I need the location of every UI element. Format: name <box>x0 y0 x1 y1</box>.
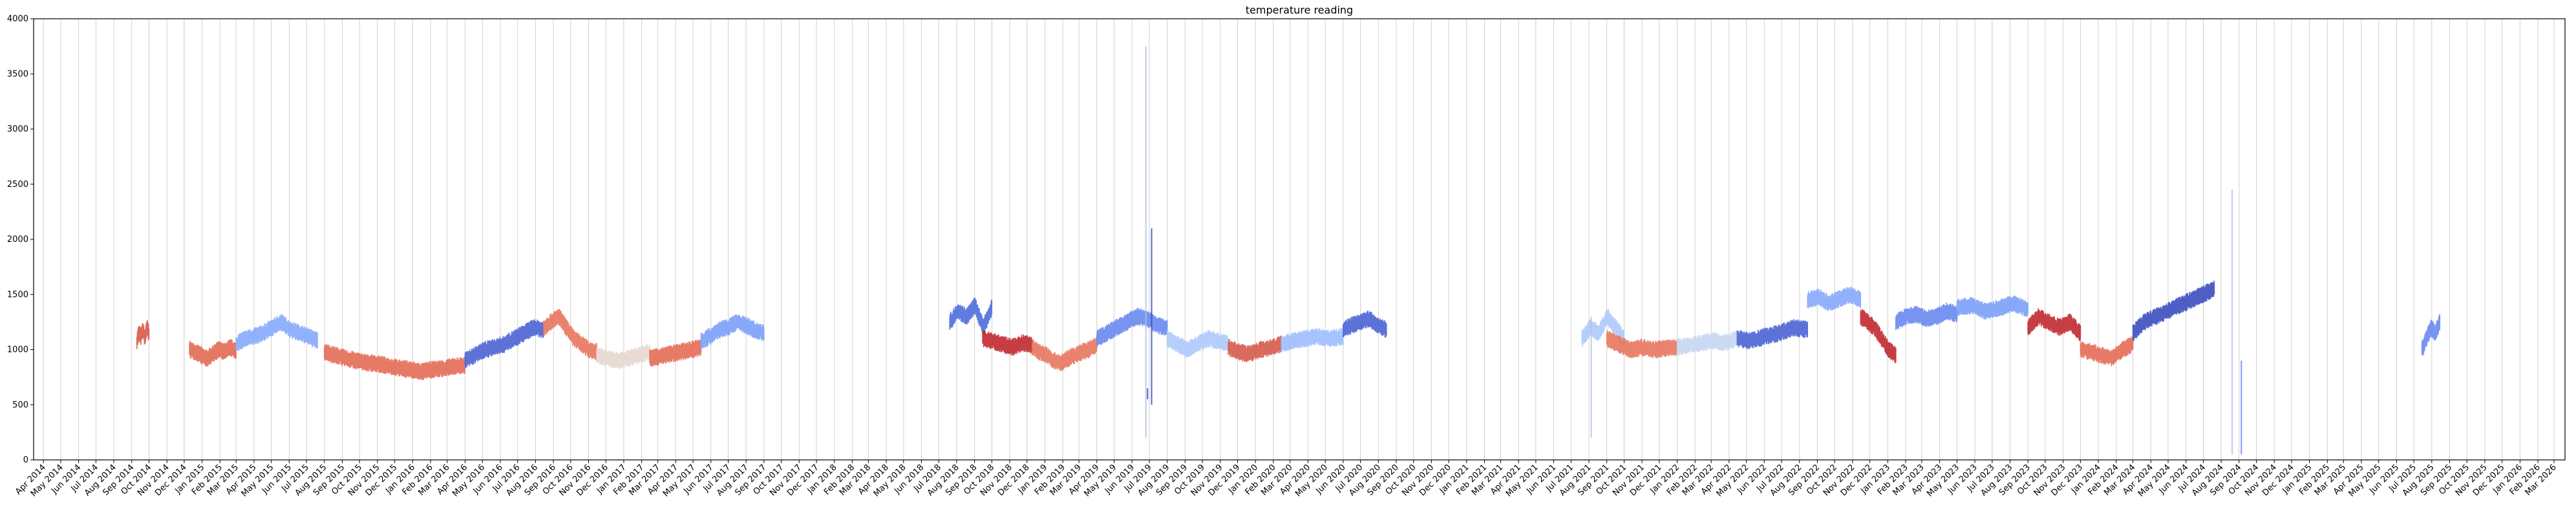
data-band <box>324 343 466 380</box>
data-band <box>1736 319 1808 349</box>
data-segment <box>1895 302 1958 331</box>
data-segment <box>2080 336 2134 367</box>
data-segment <box>189 339 237 367</box>
data-marks <box>136 280 2441 380</box>
plot-frame <box>33 18 2566 461</box>
data-segment <box>1228 335 1283 362</box>
data-segment <box>1606 330 1678 358</box>
data-segment <box>543 309 597 360</box>
data-band <box>1676 330 1738 356</box>
data-band <box>1895 302 1958 331</box>
data-band <box>2132 280 2215 342</box>
data-segment <box>1807 287 1862 311</box>
data-band <box>649 340 702 367</box>
data-band <box>1281 327 1344 353</box>
data-segment <box>136 320 150 349</box>
data-segment <box>1166 330 1229 358</box>
data-band <box>949 298 993 334</box>
data-segment <box>700 314 765 350</box>
data-segment <box>1860 309 1897 364</box>
y-tick-label: 1500 <box>7 290 28 299</box>
y-tick-label: 500 <box>12 400 28 410</box>
data-segment <box>649 340 702 367</box>
data-segment <box>2421 314 2441 356</box>
data-band <box>464 319 544 368</box>
data-segment <box>464 319 544 368</box>
data-band <box>189 339 237 367</box>
y-tick-label: 2500 <box>7 180 28 190</box>
grid-lines <box>43 19 2555 460</box>
data-band <box>543 309 597 360</box>
y-axis: 0 500 1000 1500 2000 2500 3000 3500 4000 <box>7 14 34 465</box>
data-segment <box>982 330 1033 356</box>
data-segment <box>1676 330 1738 356</box>
data-band <box>1807 287 1862 311</box>
y-tick-label: 4000 <box>7 14 28 24</box>
data-segment <box>1343 310 1387 338</box>
data-band <box>700 314 765 350</box>
data-segment <box>1736 319 1808 349</box>
data-band <box>982 330 1033 356</box>
data-band <box>1166 330 1229 358</box>
data-band <box>2421 314 2441 356</box>
data-band <box>1032 336 1098 371</box>
data-segment <box>1956 295 2028 320</box>
y-tick-label: 2000 <box>7 235 28 245</box>
data-segment <box>2027 308 2081 342</box>
data-band <box>1606 330 1678 358</box>
data-segment <box>324 343 466 380</box>
y-tick-label: 0 <box>23 455 28 465</box>
y-tick-label: 3000 <box>7 125 28 135</box>
data-band <box>1228 335 1283 362</box>
data-segment <box>1281 327 1344 353</box>
data-band <box>2080 336 2134 367</box>
chart-title: temperature reading <box>1246 4 1353 16</box>
data-segment <box>1032 336 1098 371</box>
spike-marks <box>1145 46 2242 455</box>
data-band <box>2027 308 2081 342</box>
y-tick-label: 1000 <box>7 345 28 355</box>
data-band <box>596 344 650 369</box>
y-tick-label: 3500 <box>7 69 28 79</box>
data-band <box>1956 295 2028 320</box>
data-band <box>1860 309 1897 364</box>
data-band <box>1343 310 1387 338</box>
data-segment <box>2132 280 2215 342</box>
data-segment <box>596 344 650 369</box>
data-segment <box>949 298 993 334</box>
data-band <box>136 320 150 349</box>
data-segment <box>235 314 318 351</box>
data-band <box>235 314 318 351</box>
